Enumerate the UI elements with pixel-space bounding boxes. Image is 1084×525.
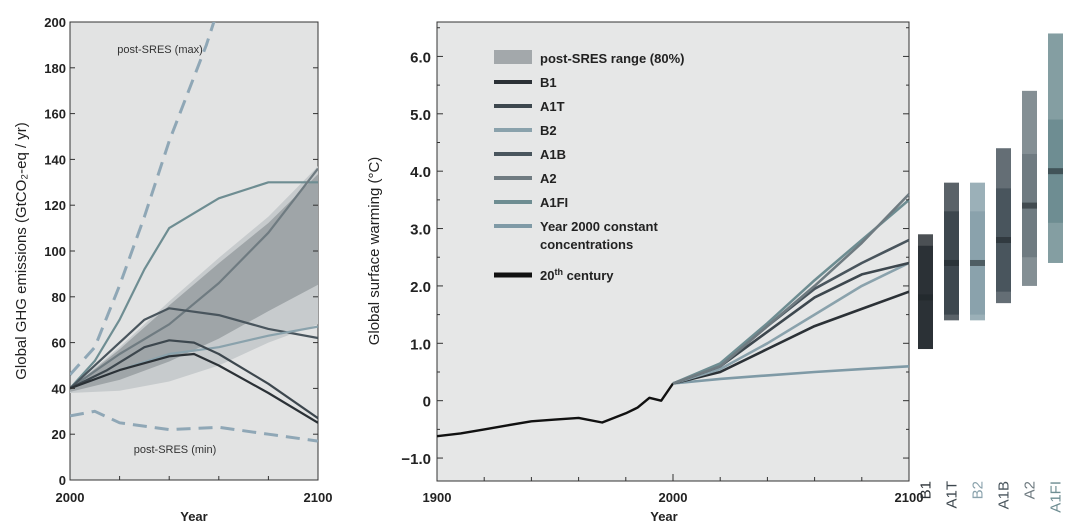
- warming-series-b1: [672, 290, 910, 385]
- scenario-range-bars: [918, 33, 1063, 350]
- left-series-a1fi: [70, 181, 318, 390]
- left-y-axis-label: Global GHG emissions (GtCO₂-eq / yr): [13, 122, 30, 380]
- middle-y-tick-label: 4.0: [410, 164, 431, 181]
- left-annotation-min: post-SRES (min): [134, 444, 217, 456]
- scenario-label-b1: B1: [918, 481, 935, 499]
- left-y-tick-label: 140: [44, 152, 66, 167]
- left-panel: 0 20 40 60 80 100 120 140 160 180 200 2000 2100 pos…: [13, 15, 333, 524]
- warming-series-year-2000-constant-concentrations: [672, 365, 910, 385]
- left-series-post-sres-min: [70, 409, 318, 443]
- left-series-a1t: [70, 339, 318, 420]
- middle-x-axis-label: Year: [650, 509, 677, 524]
- left-y-tick-label: 20: [52, 427, 66, 442]
- middle-x-tick-label: 2100: [895, 490, 924, 505]
- legend-label-a1fi: A1FI: [540, 195, 568, 210]
- scenario-labels: B1 A1T B2 A1B A2 A1FI: [918, 481, 1065, 513]
- left-y-ticks: 0 20 40 60 80 100 120 140 160 180 200: [44, 15, 318, 488]
- middle-series: [436, 193, 910, 438]
- left-y-tick-label: 200: [44, 15, 66, 30]
- legend-label-year-2000-constant-concentrations: concentrations: [540, 237, 633, 252]
- scenario-label-a1fi: A1FI: [1048, 481, 1065, 513]
- left-y-tick-label: 0: [59, 473, 66, 488]
- range-bar-best-b2: [970, 259, 985, 266]
- left-x-tick-label: 2000: [56, 490, 85, 505]
- range-bar-best-a2: [1022, 202, 1037, 209]
- left-series-a2: [70, 167, 318, 390]
- middle-y-axis-label: Global surface warming (°C): [366, 157, 383, 346]
- warming-series-20th-century: [436, 382, 674, 438]
- middle-x-ticks: 1900 2000 2100: [423, 474, 924, 505]
- middle-y-tick-label: 3.0: [410, 222, 431, 239]
- legend-label-post-sres-range-80: post-SRES range (80%): [540, 51, 684, 66]
- legend-swatch-post-sres-range-80: [494, 50, 532, 64]
- left-series-b1: [70, 352, 318, 424]
- middle-y-tick-label: 5.0: [410, 107, 431, 124]
- right-panel: B1 A1T B2 A1B A2 A1FI: [918, 33, 1065, 513]
- middle-x-tick-label: 1900: [423, 490, 452, 505]
- range-bar-best-b1: [918, 294, 933, 301]
- middle-legend: post-SRES range (80%) B1 A1T B2 A1B A2 A1FI Yea…: [494, 50, 684, 283]
- middle-panel: −1.0 0 1.0 2.0 3.0 4.0 5.0 6.0 1900 2000 2100 pos…: [366, 21, 924, 524]
- scenario-label-b2: B2: [970, 481, 987, 499]
- range-bar-best-a1b: [996, 237, 1011, 244]
- legend-label-b1: B1: [540, 75, 557, 90]
- left-series: [70, 22, 318, 443]
- middle-y-ticks: −1.0 0 1.0 2.0 3.0 4.0 5.0 6.0: [401, 27, 909, 468]
- left-series-post-sres-max: [70, 22, 216, 376]
- left-y-tick-label: 40: [52, 381, 66, 396]
- left-x-tick-label: 2100: [304, 490, 333, 505]
- left-x-ticks: 2000 2100: [56, 474, 333, 505]
- left-x-axis-label: Year: [180, 509, 207, 524]
- warming-series-b2: [672, 261, 910, 385]
- scenario-label-a1b: A1B: [996, 481, 1013, 509]
- left-y-tick-label: 160: [44, 107, 66, 122]
- legend-label-b2: B2: [540, 123, 557, 138]
- middle-plot-area: [436, 21, 910, 482]
- warming-series-a2: [672, 193, 910, 385]
- middle-y-tick-label: −1.0: [401, 451, 431, 468]
- left-series-a1b: [70, 307, 318, 390]
- left-y-tick-label: 60: [52, 336, 66, 351]
- middle-y-tick-label: 1.0: [410, 336, 431, 353]
- scenario-label-a1t: A1T: [944, 481, 961, 509]
- legend-label-a2: A2: [540, 171, 557, 186]
- left-annotation-max: post-SRES (max): [117, 44, 203, 56]
- middle-x-tick-label: 2000: [659, 490, 688, 505]
- range-bar-best-a1fi: [1048, 168, 1063, 175]
- left-y-tick-label: 180: [44, 61, 66, 76]
- middle-y-tick-label: 2.0: [410, 279, 431, 296]
- legend-label-20th-century: 20th century: [540, 267, 614, 283]
- left-y-tick-label: 80: [52, 290, 66, 305]
- left-y-tick-label: 100: [44, 244, 66, 259]
- legend-label-a1b: A1B: [540, 147, 566, 162]
- middle-y-tick-label: 0: [423, 394, 431, 411]
- left-y-tick-label: 120: [44, 198, 66, 213]
- middle-y-tick-label: 6.0: [410, 49, 431, 66]
- legend-label-a1t: A1T: [540, 99, 565, 114]
- scenario-label-a2: A2: [1022, 481, 1039, 499]
- legend-label-year-2000-constant-concentrations: Year 2000 constant: [540, 219, 658, 234]
- range-bar-best-a1t: [944, 259, 959, 266]
- range-band-outer: [70, 166, 318, 393]
